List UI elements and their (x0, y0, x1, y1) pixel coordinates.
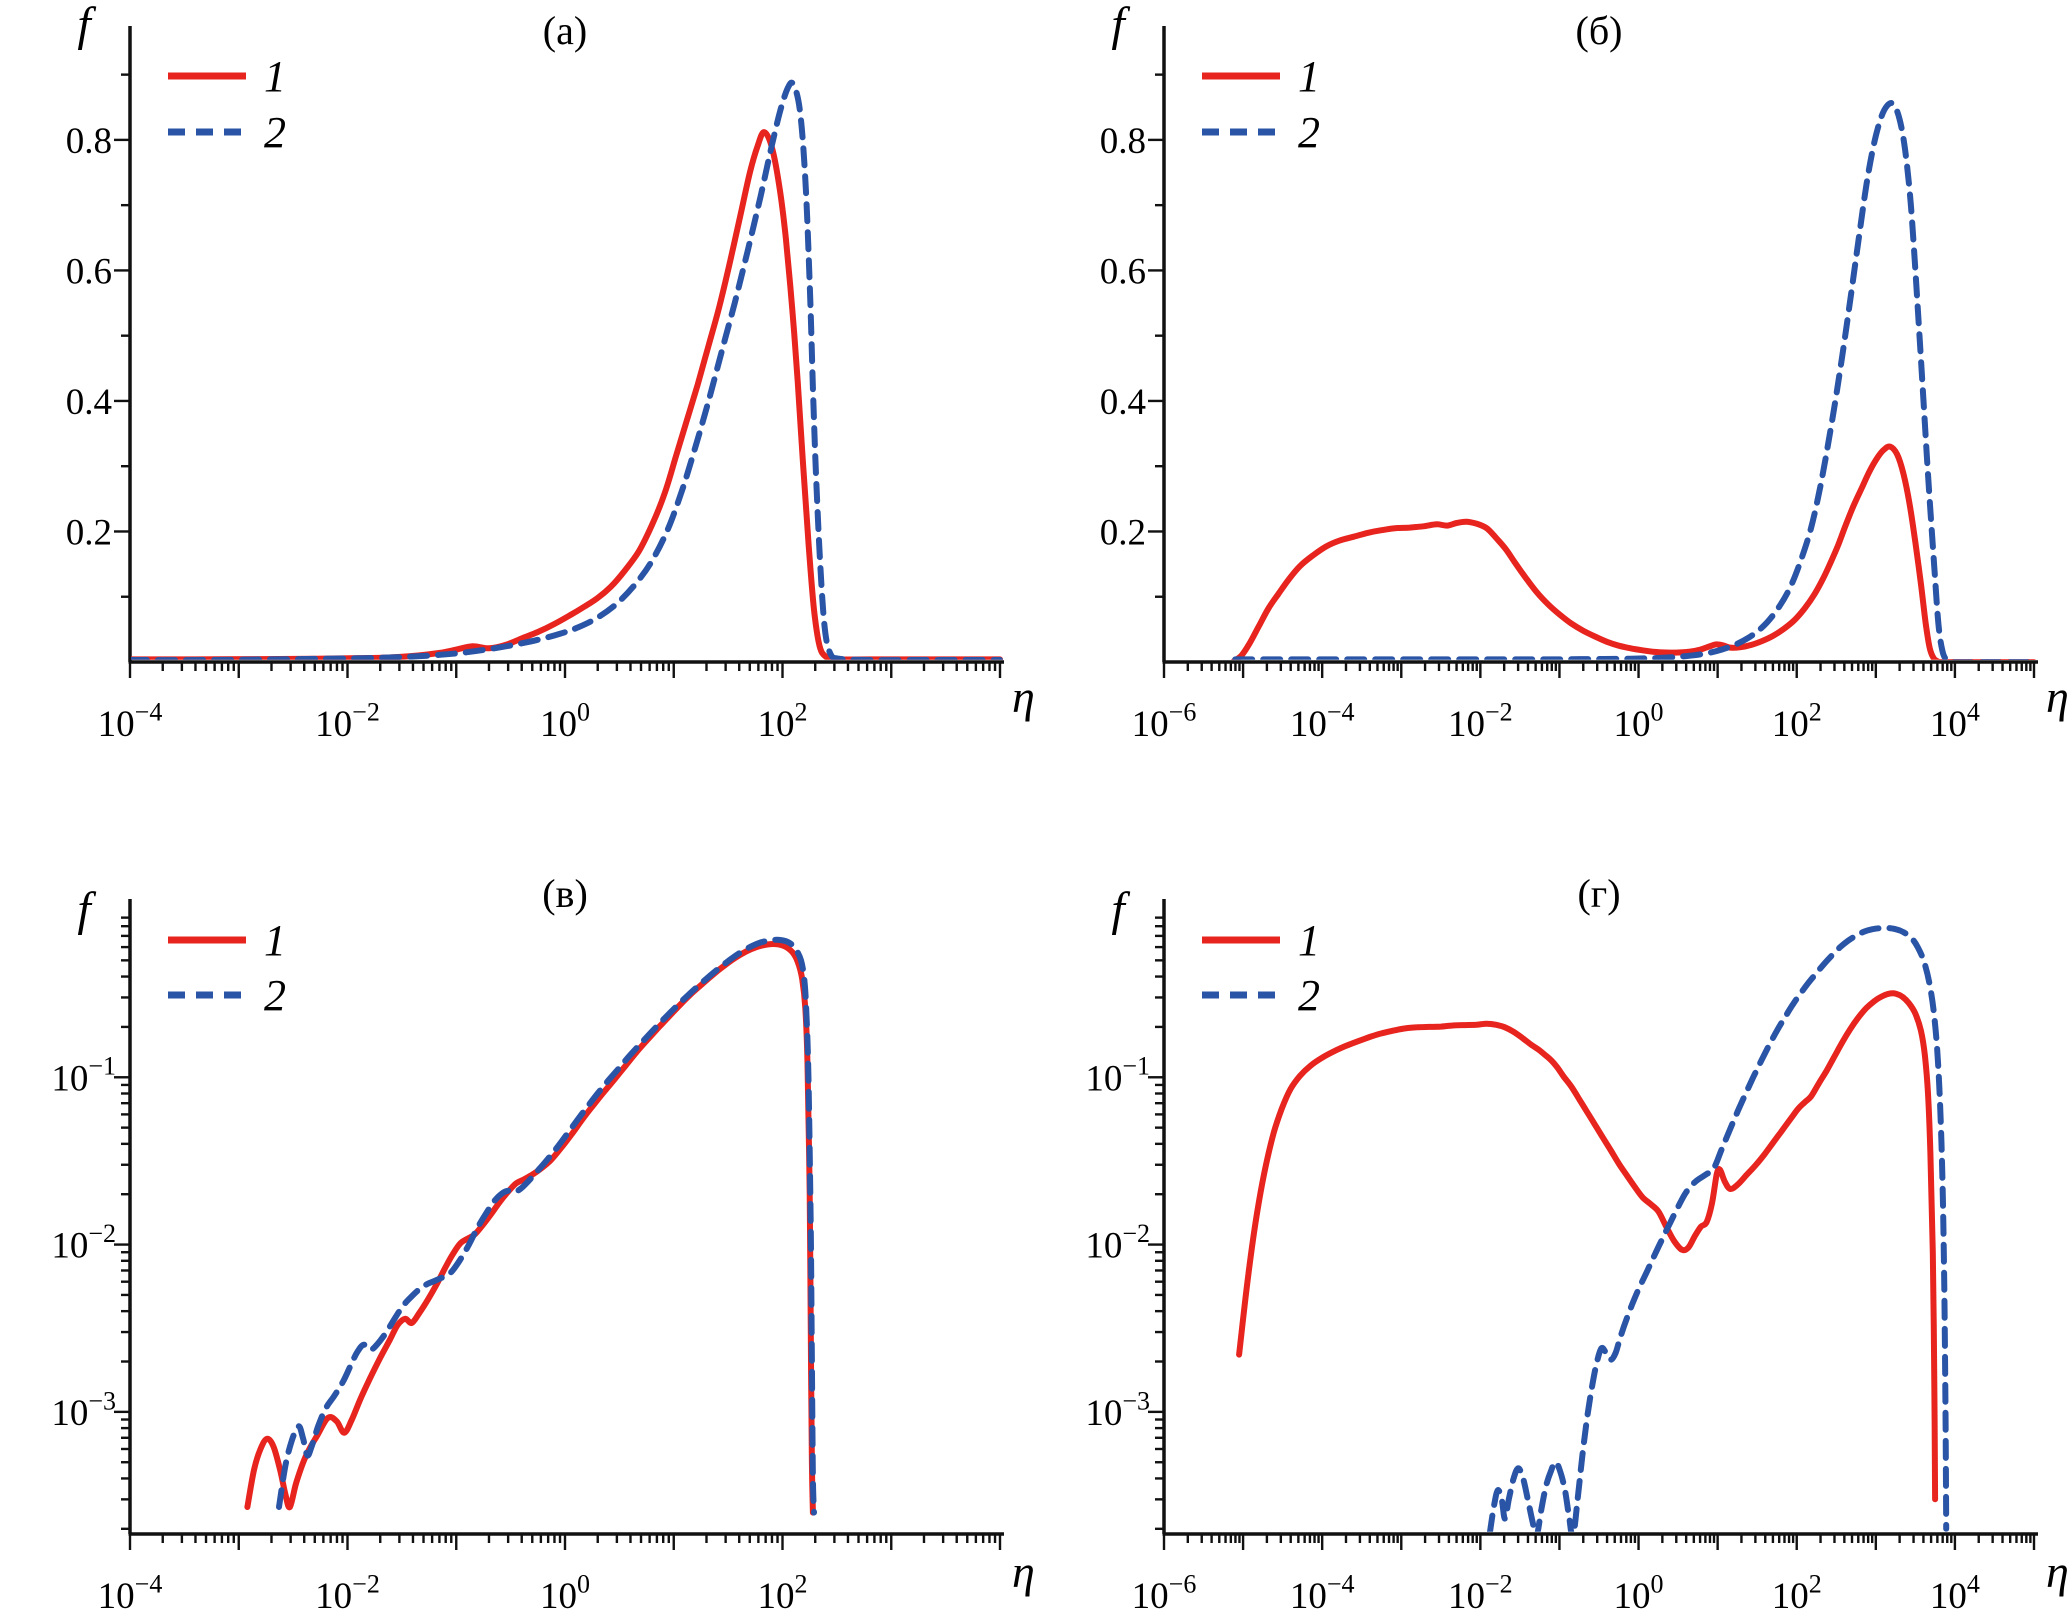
panel-title: (а) (543, 8, 587, 53)
series-2-curve (131, 79, 1003, 660)
eta-axis-label: η (2046, 671, 2067, 722)
eta-axis-label: η (1012, 1546, 1035, 1597)
eta-axis-label: η (1012, 671, 1035, 722)
y-tick-label: 10−2 (1085, 1219, 1150, 1267)
series-1-curve (1231, 443, 2037, 660)
x-tick-label: 102 (1772, 1569, 1822, 1615)
x-tick-label: 10−4 (98, 697, 163, 745)
x-tick-label: 102 (758, 1569, 808, 1615)
legend-series-1-label: 1 (264, 916, 286, 965)
y-tick-label: 10−2 (51, 1219, 116, 1267)
f-axis-label: f (77, 883, 96, 936)
ticks (114, 916, 1002, 1550)
series-2-curve (1232, 100, 2037, 660)
y-tick-label: 10−3 (1085, 1386, 1150, 1434)
x-tick-label: 10−2 (1448, 697, 1513, 745)
f-axis-label: f (77, 0, 96, 51)
axes (128, 899, 1004, 1536)
curves (1236, 924, 1950, 1532)
y-tick-label: 0.8 (66, 121, 112, 162)
panel-title: (г) (1577, 871, 1620, 916)
legend-series-1-label: 1 (264, 52, 286, 101)
x-tick-label: 10−2 (1448, 1569, 1513, 1615)
curves (131, 79, 1003, 660)
axes (1162, 899, 2038, 1536)
x-tick-labels: 10−6 10−4 10−2 100 102 104 (1132, 1569, 1980, 1615)
f-axis-label: f (1111, 0, 1130, 51)
legend-series-2-label: 2 (1298, 971, 1320, 1020)
y-tick-label: 0.4 (1100, 382, 1146, 423)
panel-title: (б) (1576, 8, 1623, 53)
axes (1162, 26, 2038, 664)
series-1-curve (244, 940, 816, 1516)
series-1-curve (1236, 990, 1939, 1503)
x-tick-label: 100 (1614, 697, 1664, 745)
y-tick-labels: 10−1 10−2 10−3 (1085, 1052, 1150, 1434)
ticks (1148, 73, 2036, 678)
y-tick-labels: 10−1 10−2 10−3 (51, 1052, 116, 1434)
legend-series-2-label: 2 (264, 971, 286, 1020)
legend: 12 (1202, 916, 1320, 1020)
ticks (1148, 916, 2036, 1550)
series-2-curve (276, 936, 817, 1516)
x-tick-label: 102 (758, 697, 808, 745)
x-tick-label: 10−6 (1132, 697, 1197, 745)
y-tick-label: 10−3 (51, 1386, 116, 1434)
y-tick-label: 0.4 (66, 382, 112, 423)
y-tick-label: 0.6 (1100, 251, 1146, 292)
x-tick-label: 10−4 (1290, 697, 1355, 745)
legend-series-1-label: 1 (1298, 916, 1320, 965)
x-tick-label: 102 (1772, 697, 1822, 745)
x-tick-label: 100 (540, 697, 590, 745)
y-tick-label: 10−1 (1085, 1052, 1150, 1100)
x-tick-label: 10−2 (315, 697, 380, 745)
legend: 12 (168, 52, 286, 157)
legend-series-1-label: 1 (1298, 52, 1320, 101)
x-tick-labels: 10−6 10−4 10−2 100 102 104 (1132, 697, 1980, 745)
y-tick-label: 10−1 (51, 1052, 116, 1100)
x-tick-label: 10−2 (315, 1569, 380, 1615)
curves (1231, 100, 2037, 660)
f-axis-label: f (1111, 883, 1130, 936)
y-tick-label: 0.2 (66, 512, 112, 553)
legend: 12 (168, 916, 286, 1020)
eta-axis-label: η (2046, 1546, 2067, 1597)
ticks (114, 73, 1002, 678)
x-tick-label: 104 (1930, 1569, 1980, 1615)
y-tick-label: 0.8 (1100, 121, 1146, 162)
series-1-curve (131, 129, 1003, 660)
x-tick-label: 10−4 (1290, 1569, 1355, 1615)
x-tick-labels: 10−4 10−2 100 102 (98, 697, 808, 745)
y-tick-label: 0.6 (66, 251, 112, 292)
x-tick-label: 100 (1614, 1569, 1664, 1615)
legend: 12 (1202, 52, 1320, 157)
x-tick-label: 10−4 (98, 1569, 163, 1615)
series-2-curve (1486, 924, 1950, 1532)
y-tick-label: 0.2 (1100, 512, 1146, 553)
x-tick-label: 10−6 (1132, 1569, 1197, 1615)
y-tick-labels: 0.2 0.4 0.6 0.8 (66, 121, 112, 554)
y-tick-labels: 0.2 0.4 0.6 0.8 (1100, 121, 1146, 554)
axes (128, 26, 1004, 664)
x-tick-label: 100 (540, 1569, 590, 1615)
panel-title: (в) (542, 871, 588, 916)
legend-series-2-label: 2 (264, 108, 286, 157)
x-tick-label: 104 (1930, 697, 1980, 745)
legend-series-2-label: 2 (1298, 108, 1320, 157)
x-tick-labels: 10−4 10−2 100 102 (98, 1569, 808, 1615)
curves (244, 936, 817, 1516)
